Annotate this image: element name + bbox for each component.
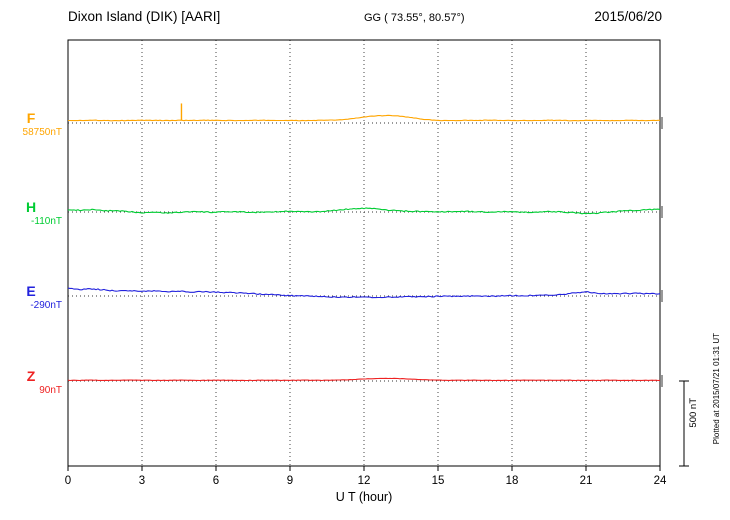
trace-E <box>67 287 661 299</box>
trace-F <box>68 114 660 122</box>
plot-frame <box>67 39 661 467</box>
x-tick-label: 6 <box>213 475 219 487</box>
x-axis-title: U T (hour) <box>335 490 393 504</box>
x-tick-label: 21 <box>580 475 593 487</box>
series-baseline-Z: 90nT <box>39 385 62 396</box>
trace-Z <box>67 377 661 382</box>
scale-bar-label: 500 nT <box>688 398 699 428</box>
plotted-at-note: Plotted at 2015/07/21 01:31 UT <box>712 333 721 445</box>
series-baseline-H: -110nT <box>31 216 62 227</box>
series-label-H: H <box>25 199 37 215</box>
geo-coordinates: GG ( 73.55°, 80.57°) <box>364 12 465 24</box>
series-baseline-F: 58750nT <box>22 127 62 138</box>
plot-date: 2015/06/20 <box>594 9 662 24</box>
series-label-Z: Z <box>26 368 36 384</box>
x-tick-label: 9 <box>287 475 293 487</box>
series-label-E: E <box>26 283 36 299</box>
x-tick-label: 0 <box>65 475 71 487</box>
x-tick-label: 3 <box>139 475 145 487</box>
trace-H <box>68 207 661 215</box>
x-tick-label: 12 <box>358 475 371 487</box>
x-tick-label: 15 <box>432 475 445 487</box>
station-title: Dixon Island (DIK) [AARI] <box>68 9 221 24</box>
x-tick-label: 24 <box>654 475 667 487</box>
series-baseline-E: -290nT <box>30 300 62 311</box>
series-label-F: F <box>26 110 36 126</box>
x-tick-label: 18 <box>506 475 519 487</box>
